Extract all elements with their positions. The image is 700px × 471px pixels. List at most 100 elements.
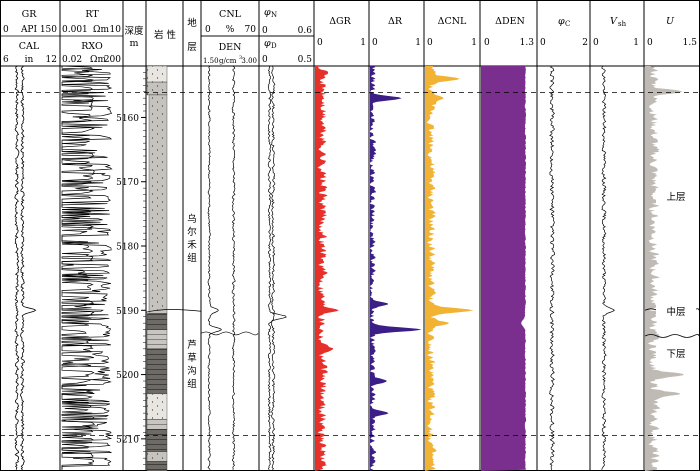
- phin-subscript: N: [271, 11, 277, 19]
- header-gr-cal: GR 0 API 150 CAL 6 in 12: [0, 9, 60, 65]
- lithology-title: 岩 性: [154, 29, 177, 41]
- zone-boundary-2: [644, 334, 700, 338]
- rt-unit: Ωm: [93, 25, 109, 35]
- lithology-layer-5: [146, 329, 168, 350]
- dcnl-range-max: 1: [471, 38, 477, 48]
- lithology-layer-2: [146, 81, 168, 96]
- phic-curve: [549, 65, 555, 470]
- strata-title-1: 地: [187, 17, 197, 29]
- cnl-curve: [207, 65, 222, 470]
- phid-range-min: 0: [262, 55, 268, 65]
- phic-symbol: φ: [558, 16, 565, 27]
- dcnl-fill: [425, 66, 474, 471]
- cnl-title: CNL: [219, 9, 242, 20]
- cal-title: CAL: [19, 41, 40, 52]
- header-phin-phid: φ N 0 0.6 φ D 0 0.5: [259, 7, 314, 65]
- zone-label-upper: 上层: [666, 192, 685, 203]
- dgr-fill: [315, 66, 339, 471]
- u-fill: [645, 66, 685, 471]
- u-range-min: 0: [647, 38, 653, 48]
- lithology-layer-1: [146, 65, 168, 83]
- strata-unit-1-char-3: 禾: [187, 240, 197, 251]
- rt-title: RT: [85, 9, 99, 20]
- cal-unit: in: [25, 55, 34, 65]
- dr-range-max: 1: [415, 38, 421, 48]
- u-range-max: 1.5: [683, 38, 698, 48]
- strata-unit-1-char-2: 尔: [187, 226, 197, 238]
- vsh-symbol: V: [610, 16, 618, 27]
- zone-label-bg-lower: [656, 346, 696, 360]
- phic-range-min: 0: [540, 38, 546, 48]
- lithology-layer-3: [148, 94, 168, 314]
- phin-range-min: 0: [262, 26, 268, 36]
- u-title: U: [666, 16, 675, 27]
- dcnl-title: ΔCNL: [438, 16, 467, 27]
- lithology-layer-10: [146, 451, 168, 462]
- phid-subscript: D: [271, 42, 277, 50]
- zone-label-lower: 下层: [666, 349, 685, 360]
- dgr-range-min: 0: [317, 38, 323, 48]
- den-curve: [231, 65, 236, 470]
- column-separators: [59, 0, 645, 471]
- den-unit-superscript: 3: [239, 55, 242, 61]
- dden-fill: [481, 66, 527, 471]
- den-unit: g/cm: [219, 57, 237, 65]
- header-strata: 地 层: [187, 17, 197, 53]
- dr-fill: [370, 66, 422, 471]
- dden-range-max: 1.3: [520, 38, 535, 48]
- rxo-range-min: 0.02: [62, 55, 82, 65]
- header-cnl-den: CNL 0 % 70 DEN 1.50 g/cm 3 3.00: [201, 9, 258, 65]
- gr-range-min: 0: [3, 25, 9, 35]
- dgr-range-max: 1: [360, 38, 366, 48]
- gr-unit: API: [20, 25, 38, 35]
- vsh-subscript: sh: [618, 20, 627, 28]
- interval-boundary-line: [200, 331, 259, 336]
- cal-range-max: 12: [46, 55, 57, 65]
- header-depth: 深度 m: [124, 25, 144, 49]
- dgr-title: ΔGR: [329, 16, 351, 27]
- lithology-layer-11: [146, 461, 168, 471]
- gr-range-max: 150: [40, 25, 57, 35]
- rxo-unit: Ωm: [90, 55, 106, 65]
- phin-symbol: φ: [264, 7, 271, 18]
- cnl-range-max: 70: [245, 25, 257, 35]
- depth-title: 深度: [124, 25, 144, 37]
- den-range-min: 1.50: [203, 57, 219, 65]
- lithology-layer-9: [146, 429, 168, 452]
- depth-label-5180: 5180: [116, 243, 139, 253]
- dden-title: ΔDEN: [495, 16, 525, 27]
- zone-label-bg-middle: [656, 304, 696, 318]
- header-rt-rxo: RT 0.001 Ωm 10 RXO 0.02 Ωm 200: [60, 9, 123, 65]
- depth-axis: 5160 5170 5180 5190 5200 5210: [116, 65, 146, 471]
- cnl-unit: %: [226, 25, 235, 35]
- depth-label-5210: 5210: [116, 435, 139, 445]
- vsh-curve: [601, 65, 616, 470]
- gr-curve: [20, 65, 37, 471]
- zone-label-middle: 中层: [666, 306, 685, 318]
- strata-title-2: 层: [187, 42, 197, 53]
- zone-labels: 上层 中层 下层: [656, 189, 696, 360]
- strata-unit-2-char-4: 组: [187, 378, 197, 390]
- lithology-layer-4: [146, 313, 168, 330]
- cal-curve: [14, 65, 20, 470]
- lithology-layer-8: [146, 419, 168, 430]
- header-interp-tracks: φ C 0 2 V sh 0 1 U 0 1.5: [540, 16, 697, 48]
- phin-curve: [267, 65, 287, 471]
- dr-title: ΔR: [388, 16, 403, 27]
- lithology-layer-7: [146, 393, 168, 420]
- strata-unit-1-char-4: 组: [187, 252, 197, 264]
- strata-unit-2-char-1: 芦: [187, 340, 197, 351]
- depth-unit: m: [129, 38, 138, 49]
- dr-range-min: 0: [372, 38, 378, 48]
- den-range-max: 3.00: [241, 57, 257, 65]
- log-curves: [14, 65, 700, 471]
- strata-unit-1-char-1: 乌: [187, 213, 197, 225]
- depth-label-5160: 5160: [116, 114, 139, 124]
- vsh-range-min: 0: [593, 38, 599, 48]
- lithology-layer-6: [146, 348, 168, 395]
- rxo-title: RXO: [81, 41, 103, 52]
- phic-range-max: 2: [582, 38, 588, 48]
- phid-symbol: φ: [264, 38, 271, 49]
